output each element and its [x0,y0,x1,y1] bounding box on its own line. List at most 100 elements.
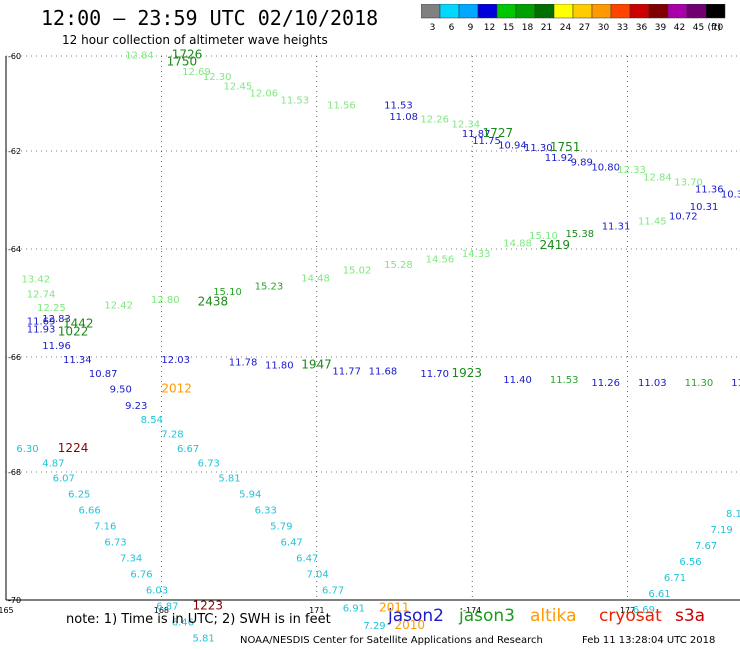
swh-label: 1750 [167,55,198,69]
swh-label: 14.88 [503,239,532,250]
swh-label: 11.70 [420,369,449,380]
swh-label: 14.56 [426,255,455,266]
swh-label: 10.94 [498,141,527,152]
swh-label: 15.28 [384,260,413,271]
swh-label: 11.92 [545,153,574,164]
legend-label: 42 [674,23,685,33]
swh-label: 15.10 [213,287,242,298]
swh-label: 12.45 [224,81,253,92]
swh-label: 12.33 [617,165,646,176]
y-tick-label: -70 [8,596,21,605]
y-tick-label: -66 [8,353,21,362]
swh-label: 6.30 [16,444,38,455]
swh-label: 1022 [58,324,89,338]
swh-label: 11.53 [550,375,579,386]
swh-label: 12.03 [161,355,190,366]
swh-label: 11.75 [472,136,501,147]
swh-label: 1751 [550,140,581,154]
swh-label: 1442 [63,316,94,330]
legend-label: 9 [468,23,474,33]
swh-label: 6.76 [130,570,152,581]
swh-label: 12.83 [42,314,71,325]
swh-label: 14.48 [301,273,330,284]
swh-label: 12.42 [104,300,133,311]
swh-label: 13.42 [22,274,51,285]
color-legend: 3 6 9 12 15 18 21 24 27 30 33 36 39 42 45 70 (ft) [420,3,733,38]
swh-label: 11.30 [685,378,714,389]
swh-label: 7.16 [94,522,116,533]
swh-label: 6.61 [648,589,670,600]
swh-label: 11.03 [638,378,667,389]
legend-label: 18 [522,23,534,33]
legend-unit: (ft) [707,23,721,33]
swh-label: 6.07 [53,474,75,485]
swh-label: 1224 [58,441,89,455]
legend-label: 27 [579,23,590,33]
swh-label: 5.81 [218,474,240,485]
swh-label: 6.77 [322,586,344,597]
swh-label: 15.02 [343,265,372,276]
legend-label: 45 [693,23,704,33]
swh-label: 11.80 [265,361,294,372]
swh-label: 11.45 [638,217,667,228]
swh-label: 6.56 [679,557,701,568]
legend-label: 12 [484,23,495,33]
swh-label: 6.25 [68,490,90,501]
swh-label: 9.89 [571,158,593,169]
swh-label: 7.34 [120,554,142,565]
legend-swatches: 3 6 9 12 15 18 21 24 27 30 33 36 39 42 45 70(ft) [420,3,726,33]
swh-label: 6.47 [281,538,303,549]
timestamp-text: Feb 11 13:28:04 UTC 2018 [582,635,716,646]
sat-cryosat-label: cryosat [599,606,662,626]
legend-label: 6 [449,23,455,33]
swh-label: 6.67 [177,444,199,455]
swh-label: 2011 [379,601,410,615]
sat-s3a-label: s3a [675,606,706,626]
swh-label: 10.87 [89,369,118,380]
swh-label: 6.87 [156,602,178,613]
swh-label: 6.66 [79,506,101,517]
legend-label: 39 [655,23,667,33]
swh-label: 12.84 [643,172,672,183]
swh-label: 15.23 [255,282,284,293]
swh-label: 6.46 [172,618,194,629]
footer-note: note: 1) Time is in UTC; 2) SWH is in fe… [66,612,331,627]
swh-label: 8.13 [726,509,740,520]
swh-label: 12.34 [451,119,480,130]
swh-label: 12.25 [37,303,66,314]
swh-label: 11.40 [503,375,532,386]
swh-label: 11.53 [281,96,310,107]
swh-label: 6.91 [343,604,365,615]
swh-label: 15.10 [529,231,558,242]
swh-label: 11.69 [27,317,56,328]
swh-label: 11.96 [42,341,71,352]
swh-label: 7.29 [363,621,385,632]
swh-label: 7.28 [161,430,183,441]
swh-label: 13.70 [674,177,703,188]
swh-label: 10.33 [721,190,740,201]
swh-label: 11.31 [602,221,631,232]
swh-label: 9.23 [125,401,147,412]
swh-label: 11.38 [731,378,740,389]
legend-label: 70 [712,23,724,33]
swh-label: 11.30 [524,143,553,154]
swh-label: 5.94 [239,490,261,501]
x-tick-label: 171 [309,606,324,615]
swh-label: 1947 [301,358,332,372]
swh-label: 6.73 [198,458,220,469]
swh-label: 12.30 [203,72,232,83]
swh-label: 15.38 [565,229,594,240]
legend-label: 21 [541,23,552,33]
swh-label: 10.31 [690,202,719,213]
swh-label: 4.87 [42,458,64,469]
swh-label: 11.53 [384,100,413,111]
swh-label: 7.04 [306,570,328,581]
swh-label: 11.93 [27,325,56,336]
sat-altika-label: altika [530,606,577,626]
swh-label: 2012 [161,382,192,396]
swh-label: 11.34 [63,355,92,366]
chart-subtitle: 12 hour collection of altimeter wave hei… [62,33,328,47]
swh-label: 1727 [483,126,514,140]
swh-label: 1223 [192,599,223,613]
